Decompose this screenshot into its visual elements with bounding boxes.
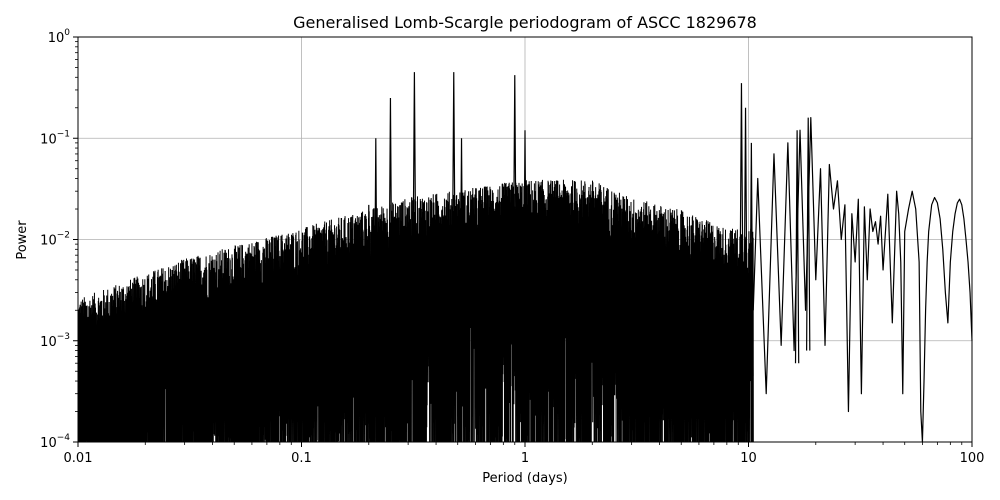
y-tick-base: 10 xyxy=(40,436,57,451)
plot-area xyxy=(77,72,973,443)
y-tick-exponent: −1 xyxy=(57,129,70,139)
periodogram-peak xyxy=(366,204,371,438)
periodogram-peak xyxy=(451,72,456,306)
periodogram-long-period-line xyxy=(752,117,973,443)
y-axis-label: Power xyxy=(15,220,30,260)
chart-title: Generalised Lomb-Scargle periodogram of … xyxy=(293,13,757,32)
y-tick-base: 10 xyxy=(48,31,65,46)
periodogram-peak xyxy=(459,138,464,372)
y-tick-label: 10−4 xyxy=(40,433,70,451)
periodogram-peak xyxy=(512,75,517,309)
x-tick-label: 10 xyxy=(740,451,757,466)
x-tick-label: 0.1 xyxy=(291,451,312,466)
x-tick-label: 100 xyxy=(960,451,985,466)
periodogram-peak xyxy=(373,138,378,372)
x-tick-label: 1 xyxy=(521,451,529,466)
periodogram-peak xyxy=(412,72,417,306)
y-tick-exponent: 0 xyxy=(64,28,70,38)
y-tick-exponent: −2 xyxy=(57,231,70,241)
y-tick-label: 100 xyxy=(48,28,71,46)
periodogram-dense-line xyxy=(77,179,754,443)
periodogram-peak xyxy=(739,83,744,317)
y-tick-base: 10 xyxy=(40,335,57,350)
periodogram-peak xyxy=(749,142,754,376)
periodogram-peak xyxy=(743,107,748,341)
x-axis-label: Period (days) xyxy=(482,471,568,486)
y-tick-label: 10−1 xyxy=(40,129,70,147)
x-axis-ticks: 0.01 0.1 1 10 100 xyxy=(64,442,985,466)
periodogram-peak xyxy=(522,130,528,364)
y-tick-label: 10−3 xyxy=(40,332,70,350)
y-tick-base: 10 xyxy=(40,234,57,249)
x-tick-label: 0.01 xyxy=(64,451,93,466)
y-tick-base: 10 xyxy=(40,132,57,147)
periodogram-peak xyxy=(388,97,393,331)
y-tick-label: 10−2 xyxy=(40,231,70,249)
y-tick-exponent: −3 xyxy=(57,332,70,342)
y-tick-exponent: −4 xyxy=(57,433,71,443)
